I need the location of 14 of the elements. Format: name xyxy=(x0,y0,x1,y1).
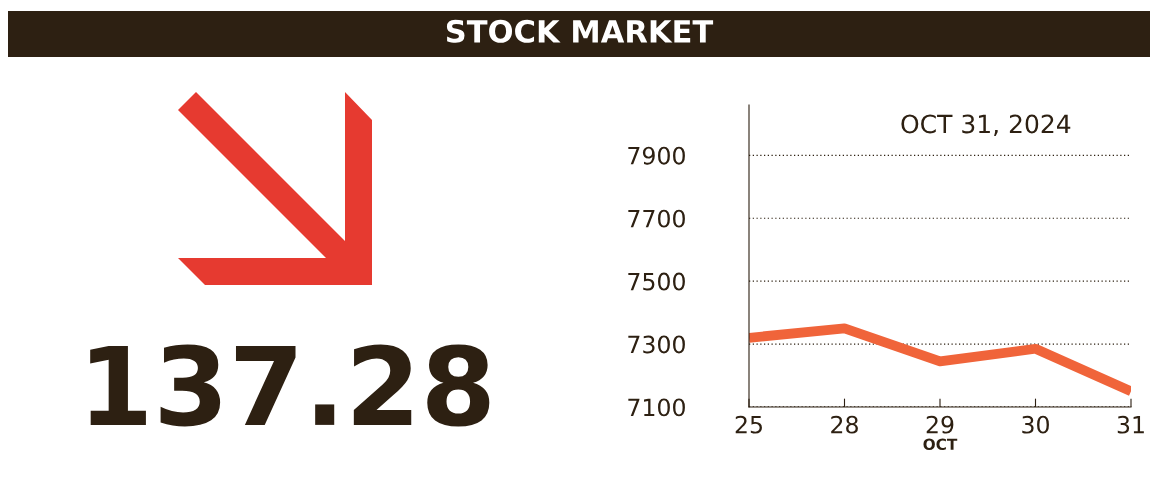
x-tick-label: 28 xyxy=(831,415,858,434)
x-tick-label: 29 xyxy=(926,415,954,434)
y-tick-label: 7300 xyxy=(628,335,685,354)
x-axis-title: OCT xyxy=(923,438,958,451)
x-tick-label: 31 xyxy=(1117,415,1144,434)
chart-title: STOCK MARKET xyxy=(446,19,714,43)
y-tick-label: 7100 xyxy=(628,398,685,417)
y-tick-label: 7700 xyxy=(628,209,685,228)
x-tick-label: 25 xyxy=(735,415,762,434)
text: 137.28 xyxy=(90,344,490,427)
y-tick-label: 7500 xyxy=(628,272,685,291)
chart-subtitle: OCT 31, 2024 xyxy=(901,114,1071,136)
y-tick-label: 7900 xyxy=(628,146,685,165)
x-tick-label: 30 xyxy=(1022,415,1049,434)
